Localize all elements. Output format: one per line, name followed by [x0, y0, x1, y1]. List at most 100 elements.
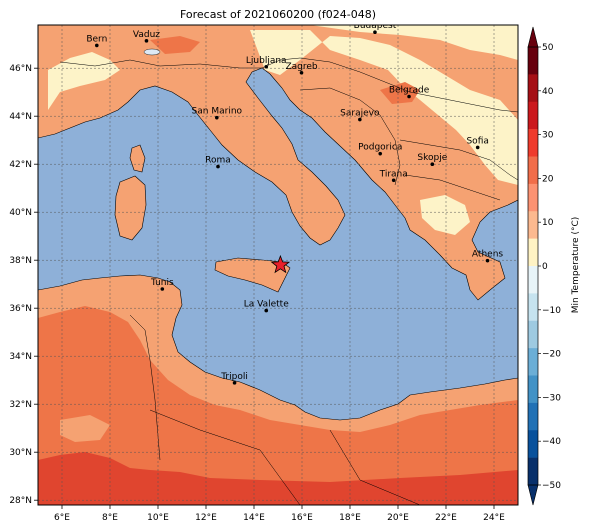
city-dot	[407, 94, 411, 99]
warm-patch-north	[150, 36, 200, 54]
colorbar-extend-bottom	[527, 484, 539, 506]
city-label: Skopje	[417, 153, 447, 163]
colorbar-segment	[528, 348, 538, 376]
lon-tick-label: 16°E	[291, 513, 313, 523]
lon-tick-label: 20°E	[387, 513, 409, 523]
lon-tick-label: 18°E	[339, 513, 361, 523]
city-dot	[160, 287, 165, 291]
balkan-cool-region	[250, 30, 518, 185]
event-star-marker	[270, 254, 291, 274]
city-label: Belgrade	[389, 86, 430, 96]
city-label: Tunis	[150, 278, 174, 288]
colorbar-segment	[528, 101, 538, 130]
colorbar-segment	[528, 457, 538, 486]
colorbar-tick-label: −10	[542, 306, 561, 316]
city-dot	[475, 145, 480, 150]
city-dot	[358, 117, 362, 122]
lake	[143, 48, 161, 56]
city-label: San Marino	[192, 107, 243, 117]
colorbar-tick-label: 20	[542, 174, 554, 184]
city-dot	[144, 39, 149, 43]
colorbar-segment	[528, 320, 538, 349]
lon-tick-label: 22°E	[435, 513, 457, 523]
north-cool-region	[310, 25, 518, 60]
corsica	[129, 144, 146, 173]
city-dot	[232, 381, 237, 385]
sardinia	[114, 175, 147, 241]
colorbar-segment	[528, 266, 538, 294]
colorbar-segment	[528, 293, 538, 322]
city-label: Sofia	[466, 136, 488, 146]
city-dot	[391, 178, 396, 183]
country-borders	[59, 57, 518, 505]
lon-tick-label: 12°E	[195, 513, 217, 523]
city-dot	[430, 162, 435, 166]
city-label: Budapest	[354, 21, 397, 31]
lon-tick-label: 14°E	[243, 513, 265, 523]
colorbar: 50 40 30 20 10 0 −10 −20 −30 −40 −50	[527, 26, 561, 506]
colorbar-tick-label: 50	[542, 43, 554, 53]
colorbar-tick-label: 40	[542, 87, 554, 97]
lat-tick-label: 34°N	[9, 352, 32, 362]
city-label: Ljubljana	[246, 56, 287, 66]
lat-tick-label: 44°N	[9, 112, 32, 122]
lat-tick-label: 40°N	[9, 208, 32, 218]
city-dot	[215, 115, 219, 120]
city-label: La Valette	[244, 300, 289, 310]
africa-warm-patch	[60, 415, 110, 442]
graticule	[38, 25, 518, 505]
warm-patch-hungary	[380, 82, 420, 104]
city-dot	[216, 164, 220, 169]
lat-tick-label: 36°N	[9, 304, 32, 314]
lon-tick-label: 10°E	[147, 513, 169, 523]
city-dot	[485, 258, 490, 263]
colorbar-segment	[528, 129, 538, 157]
city-dot	[95, 43, 99, 48]
lat-tick-label: 28°N	[9, 496, 32, 506]
city-label: Vaduz	[133, 30, 160, 40]
colorbar-segment	[528, 375, 538, 404]
lon-tick-label: 24°E	[483, 513, 505, 523]
africa-hot-region	[38, 306, 518, 505]
lat-tick-label: 42°N	[9, 160, 32, 170]
colorbar-segment	[528, 430, 538, 458]
city-dot	[373, 30, 377, 34]
lat-tick-label: 30°N	[9, 448, 32, 458]
colorbar-tick-label: −20	[542, 350, 561, 360]
colorbar-tick-label: 10	[542, 218, 554, 228]
colorbar-segment	[528, 211, 538, 239]
colorbar-extend-top	[527, 26, 539, 48]
city-label: Podgorica	[358, 143, 402, 153]
map-frame	[37, 24, 519, 506]
colorbar-tick-label: 30	[542, 131, 554, 141]
city-dot	[299, 70, 304, 75]
city-label: Zagreb	[285, 62, 317, 72]
alps-cool-region	[48, 52, 120, 110]
city-label: Roma	[205, 156, 231, 166]
colorbar-segment	[528, 402, 538, 431]
city-dot	[264, 64, 269, 69]
city-label: Athens	[472, 250, 503, 260]
city-label: Sarajevo	[340, 109, 380, 119]
city-dot	[378, 151, 383, 156]
city-label: Bern	[86, 34, 107, 44]
lon-tick-label: 6°E	[54, 513, 70, 523]
southern-greece-cool	[420, 195, 470, 235]
map-title: Forecast of 2021060200 (f024-048)	[180, 8, 376, 21]
lat-tick-label: 38°N	[9, 256, 32, 266]
sicily	[214, 257, 291, 293]
lon-tick-labels: 6°E 8°E 10°E 12°E 14°E 16°E 18°E 20°E 22°E 24°E	[54, 505, 505, 523]
africa-hottest-region	[38, 452, 518, 505]
colorbar-segment	[528, 74, 538, 103]
city-dot	[264, 308, 269, 313]
lat-tick-label: 32°N	[9, 400, 32, 410]
colorbar-tick-label: −30	[542, 393, 561, 403]
colorbar-tick-label: −40	[542, 437, 561, 447]
colorbar-segment	[528, 183, 538, 212]
colorbar-segment	[528, 238, 538, 267]
colorbar-segment	[528, 47, 538, 75]
lat-tick-labels: 28°N 30°N 32°N 34°N 36°N 38°N 40°N 42°N 44°N 46°N	[9, 64, 38, 506]
